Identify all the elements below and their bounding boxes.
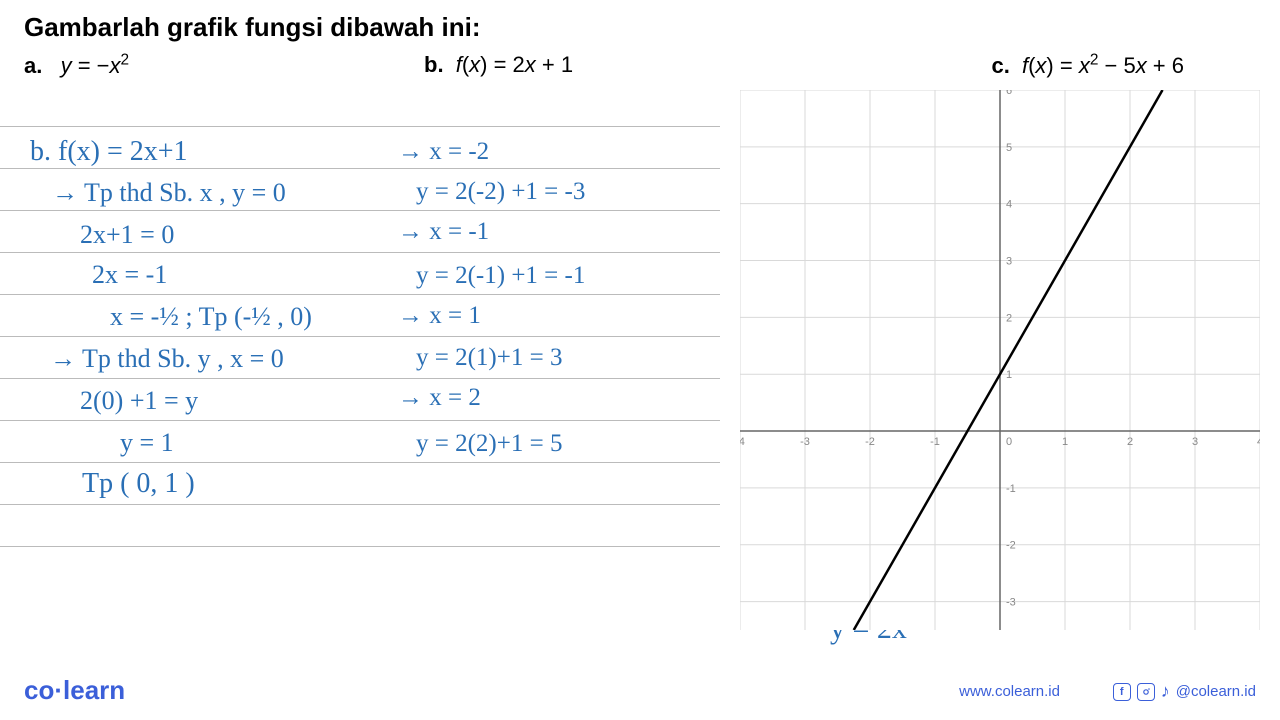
- svg-text:4: 4: [1006, 199, 1012, 211]
- svg-text:3: 3: [1006, 256, 1012, 268]
- brand-logo: co·learn: [24, 675, 125, 706]
- handwritten-text: b. f(x) = 2x+1: [30, 136, 188, 168]
- footer: co·learn www.colearn.id f ♪ @colearn.id: [0, 670, 1280, 706]
- problem-row: a. y = −x2 b. f(x) = 2x + 1 c. f(x) = x2…: [24, 52, 1256, 79]
- svg-text:1: 1: [1062, 436, 1068, 448]
- handwritten-text: x = -½ ; Tp (-½ , 0): [110, 302, 312, 332]
- svg-text:5: 5: [1006, 142, 1012, 154]
- svg-text:3: 3: [1192, 436, 1198, 448]
- graph-container: -4 -3 -2 -1 0 1 2 3 4 -3 -2 -1 1 2 3 4 5 6: [740, 90, 1260, 630]
- handwritten-text: y = 2(2)+1 = 5: [416, 430, 562, 458]
- handwritten-text: 2(0) +1 = y: [80, 386, 198, 416]
- handwritten-text: → Tp thd Sb. y , x = 0: [50, 344, 284, 374]
- handwritten-text: 2x = -1: [92, 260, 167, 290]
- problem-a-expr: y = −x2: [48, 53, 129, 78]
- handwritten-text: → x = -2: [398, 138, 489, 166]
- problem-b: b. f(x) = 2x + 1: [424, 52, 824, 79]
- handwritten-text: → x = 1: [398, 302, 481, 330]
- svg-text:2: 2: [1127, 436, 1133, 448]
- social-links: f ♪ @colearn.id: [1113, 681, 1256, 702]
- handwritten-text: 2x+1 = 0: [80, 220, 174, 250]
- handwritten-text: → x = 2: [398, 384, 481, 412]
- page-title: Gambarlah grafik fungsi dibawah ini:: [24, 12, 481, 43]
- problem-a-label: a.: [24, 53, 42, 78]
- svg-text:-1: -1: [930, 436, 940, 448]
- handwritten-text: y = 2(-1) +1 = -1: [416, 262, 585, 290]
- problem-c: c. f(x) = x2 − 5x + 6: [824, 52, 1224, 79]
- instagram-icon: [1137, 683, 1155, 701]
- svg-text:1: 1: [1006, 369, 1012, 381]
- function-graph: -4 -3 -2 -1 0 1 2 3 4 -3 -2 -1 1 2 3 4 5 6: [740, 90, 1260, 630]
- handwritten-text: Tp ( 0, 1 ): [82, 468, 195, 500]
- problem-c-label: c.: [991, 53, 1009, 78]
- problem-b-label: b.: [424, 52, 444, 77]
- svg-text:-1: -1: [1006, 483, 1016, 495]
- svg-text:6: 6: [1006, 90, 1012, 97]
- problem-a: a. y = −x2: [24, 52, 424, 79]
- tiktok-icon: ♪: [1161, 681, 1170, 702]
- handwritten-text: → Tp thd Sb. x , y = 0: [52, 178, 286, 208]
- svg-text:-2: -2: [865, 436, 875, 448]
- handwritten-text: → x = -1: [398, 218, 489, 246]
- handwritten-text: y = 1: [120, 428, 174, 458]
- svg-text:0: 0: [1006, 436, 1012, 448]
- problem-c-expr: f(x) = x2 − 5x + 6: [1016, 53, 1184, 78]
- facebook-icon: f: [1113, 683, 1131, 701]
- svg-text:-4: -4: [740, 436, 745, 448]
- problem-b-expr: f(x) = 2x + 1: [450, 52, 574, 77]
- svg-text:2: 2: [1006, 312, 1012, 324]
- social-handle: @colearn.id: [1176, 683, 1256, 700]
- svg-text:-2: -2: [1006, 540, 1016, 552]
- svg-text:4: 4: [1257, 436, 1260, 448]
- svg-text:-3: -3: [1006, 597, 1016, 609]
- website-url: www.colearn.id: [959, 683, 1060, 700]
- svg-text:-3: -3: [800, 436, 810, 448]
- handwritten-text: y = 2(1)+1 = 3: [416, 344, 562, 372]
- handwritten-text: y = 2(-2) +1 = -3: [416, 178, 585, 206]
